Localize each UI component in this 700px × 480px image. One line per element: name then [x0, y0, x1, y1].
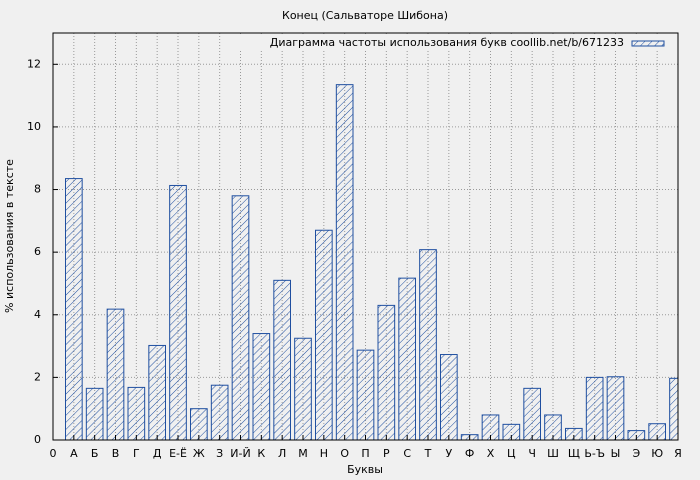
x-tick-label: Т: [424, 447, 432, 460]
x-tick-label: 0: [50, 447, 57, 460]
x-tick-label: Ш: [547, 447, 559, 460]
bar: [231, 195, 250, 440]
bar: [106, 308, 125, 440]
bar: [502, 423, 521, 440]
y-axis-label: % использования в тексте: [3, 159, 16, 313]
bar: [419, 249, 437, 440]
x-tick-label: Н: [320, 447, 328, 460]
bar: [585, 376, 604, 440]
x-tick-label: Ц: [507, 447, 516, 460]
x-tick-label: В: [112, 447, 120, 460]
x-tick-label: Ч: [528, 447, 536, 460]
bar: [273, 279, 292, 440]
legend-label: Диаграмма частоты использования букв coo…: [270, 36, 624, 49]
x-tick-label: П: [361, 447, 369, 460]
bar: [481, 414, 500, 440]
bars: [65, 84, 678, 440]
x-tick-label: А: [70, 447, 78, 460]
bar: [565, 427, 583, 440]
x-tick-label: Х: [487, 447, 495, 460]
y-tick-label: 8: [34, 183, 41, 196]
bar: [377, 304, 396, 440]
bar: [294, 337, 312, 440]
chart-title: Конец (Сальваторе Шибона): [282, 9, 448, 22]
x-tick-label: Ю: [651, 447, 663, 460]
y-tick-label: 12: [27, 57, 41, 70]
bar: [669, 377, 678, 440]
x-tick-label: Б: [91, 447, 99, 460]
x-tick-label: Ж: [193, 447, 205, 460]
bar: [85, 387, 104, 440]
x-tick-label: О: [340, 447, 349, 460]
bar: [190, 408, 208, 440]
x-tick-label: Щ: [568, 447, 580, 460]
y-tick-label: 2: [34, 370, 41, 383]
x-tick-label: Ф: [465, 447, 474, 460]
bar: [335, 84, 354, 440]
x-tick-label: Э: [632, 447, 640, 460]
legend-background: [240, 35, 672, 51]
x-tick-label: И-Й: [230, 447, 250, 460]
bar: [523, 387, 541, 440]
x-tick-label: Л: [278, 447, 286, 460]
bar: [315, 229, 333, 440]
bar: [148, 344, 166, 440]
bar: [210, 384, 229, 440]
y-tick-label: 4: [34, 308, 41, 321]
x-tick-label: З: [216, 447, 223, 460]
x-tick-label: У: [445, 447, 452, 460]
plot-frame: [52, 32, 679, 441]
y-tick-label: 6: [34, 245, 41, 258]
x-tick-label: К: [257, 447, 265, 460]
bar: [356, 349, 375, 440]
x-tick-label: Я: [674, 447, 682, 460]
bar: [606, 376, 625, 440]
bar: [440, 354, 458, 440]
x-tick-label: М: [298, 447, 308, 460]
bar: [648, 423, 666, 440]
x-axis-label: Буквы: [347, 463, 383, 476]
y-tick-label: 0: [34, 433, 41, 446]
x-tick-label: С: [403, 447, 411, 460]
bar: [65, 178, 83, 440]
y-tick-label: 10: [27, 120, 41, 133]
legend-swatch: [631, 40, 665, 47]
x-tick-label: Г: [133, 447, 140, 460]
x-tick-label: Ь-Ъ: [584, 447, 605, 460]
bar: [127, 386, 146, 440]
x-tick-label: Р: [383, 447, 390, 460]
bar: [544, 414, 562, 440]
bar: [252, 333, 271, 440]
bar: [169, 184, 187, 440]
x-tick-label: Ы: [611, 447, 621, 460]
bar: [398, 277, 417, 440]
x-tick-label: Д: [153, 447, 162, 460]
x-tick-label: Е-Ё: [169, 447, 187, 460]
